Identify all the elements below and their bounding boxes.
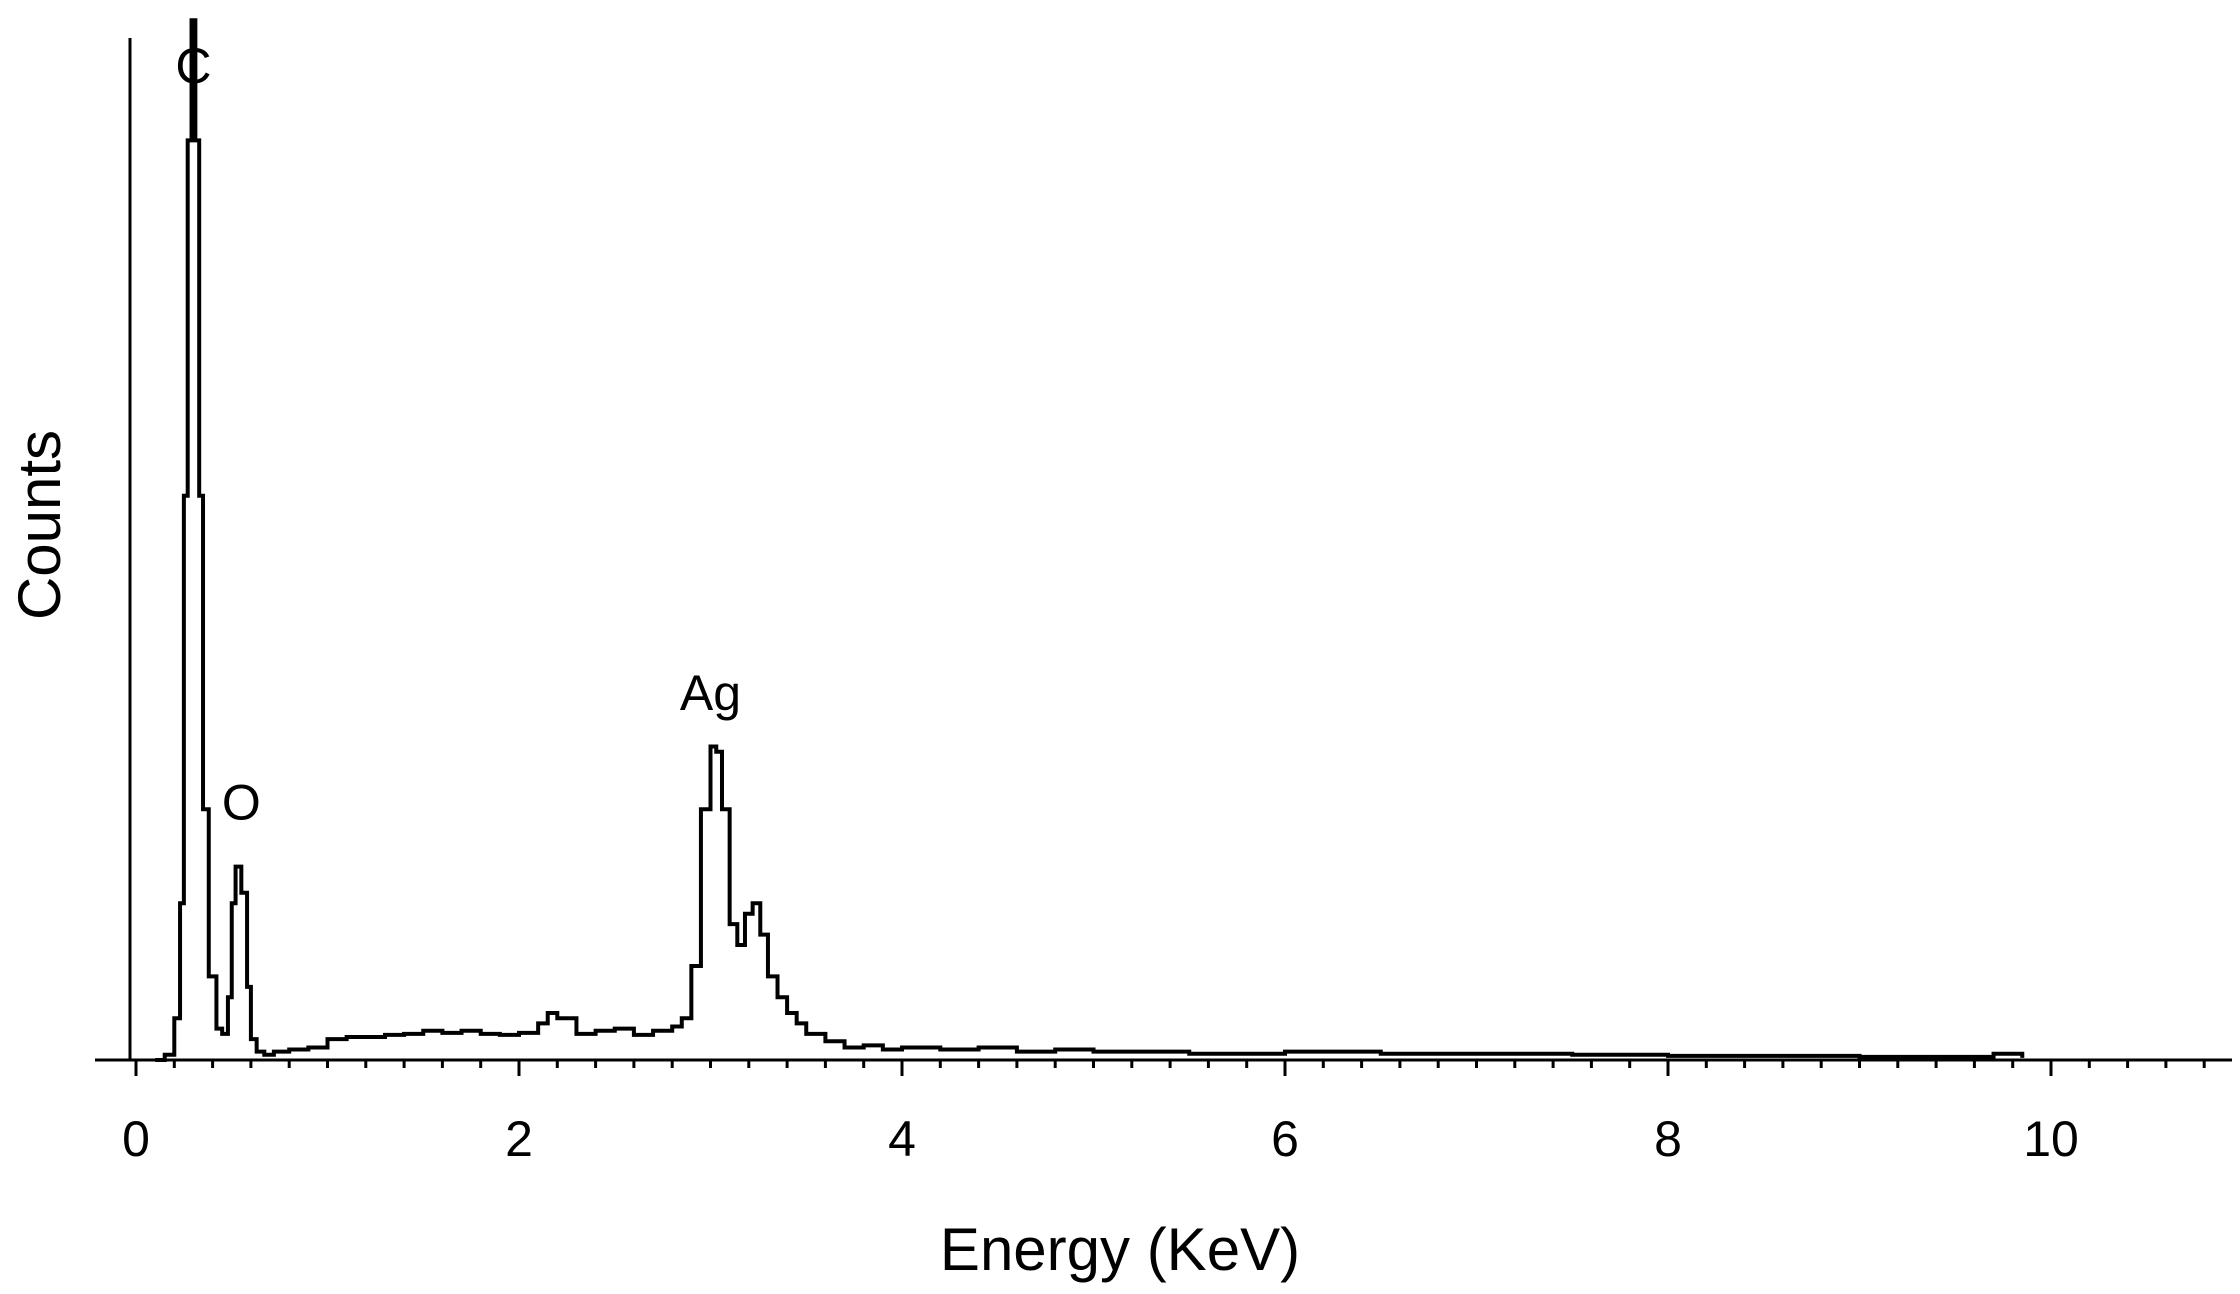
x-tick-marks	[134, 1060, 2206, 1076]
x-axis-label: Energy (KeV)	[940, 1216, 1300, 1283]
x-tick-label: 4	[888, 1111, 916, 1167]
peak-label: C	[175, 38, 211, 94]
x-tick-label: 2	[505, 1111, 533, 1167]
peak-label: O	[222, 775, 261, 831]
spectrum-line	[155, 18, 2025, 1062]
x-tick-labels: 0 2 4 6 8 10	[122, 1111, 2079, 1167]
x-tick-label: 6	[1271, 1111, 1299, 1167]
x-tick-label: 0	[122, 1111, 150, 1167]
peak-label: Ag	[680, 665, 741, 721]
y-axis-label: Counts	[6, 430, 73, 620]
x-tick-label: 10	[2023, 1111, 2079, 1167]
peak-annotations: C O Ag	[175, 38, 741, 831]
x-tick-label: 8	[1654, 1111, 1682, 1167]
